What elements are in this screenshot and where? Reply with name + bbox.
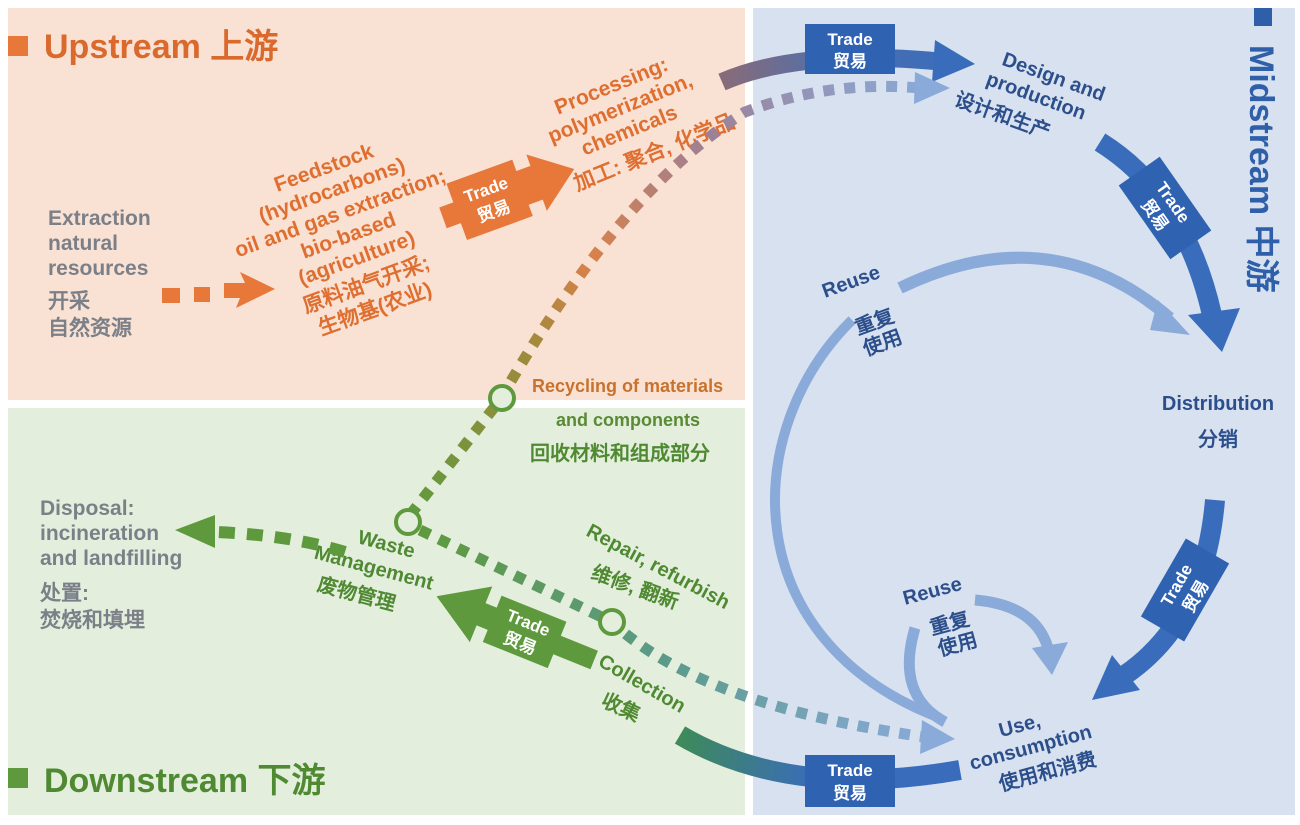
upstream-title: Upstream 上游 xyxy=(44,28,278,66)
trade-arrow-upstream: Trade 贸易 xyxy=(439,154,575,240)
svg-text:and components: and components xyxy=(556,410,700,430)
svg-text:Trade: Trade xyxy=(827,30,872,49)
extraction-dashed-arrow xyxy=(162,272,275,308)
waste-node-icon xyxy=(394,508,422,536)
svg-text:贸易: 贸易 xyxy=(833,51,867,71)
node-disposal: Disposal: incineration and landfilling 处… xyxy=(39,497,182,632)
recycling-node-icon xyxy=(488,384,516,412)
svg-text:resources: resources xyxy=(48,257,148,280)
svg-text:Extraction: Extraction xyxy=(48,207,151,230)
svg-text:Trade: Trade xyxy=(827,761,872,780)
trade-arrow-to-design: Trade 贸易 xyxy=(718,24,975,91)
recycling-dotted-arrow xyxy=(405,72,950,519)
label-recycling: Recycling of materials and components 回收… xyxy=(530,376,723,465)
midstream-marker-icon xyxy=(1254,8,1272,26)
svg-text:贸易: 贸易 xyxy=(833,783,867,803)
reuse-outer-arrows xyxy=(770,251,1190,723)
reuse-inner-arrows xyxy=(903,594,1068,727)
svg-text:回收材料和组成部分: 回收材料和组成部分 xyxy=(530,441,710,465)
svg-text:natural: natural xyxy=(48,232,118,255)
svg-text:自然资源: 自然资源 xyxy=(48,316,132,340)
node-distribution-zh: 分销 xyxy=(1198,427,1238,451)
upstream-marker-icon xyxy=(8,36,28,56)
svg-text:Recycling of materials: Recycling of materials xyxy=(532,376,723,396)
downstream-panel xyxy=(8,408,745,815)
node-distribution-label: Distribution xyxy=(1162,393,1274,415)
svg-text:and landfilling: and landfilling xyxy=(40,547,182,570)
trade-arrow-to-use: Trade 贸易 xyxy=(1092,499,1230,700)
svg-text:处置:: 处置: xyxy=(39,582,89,605)
svg-text:incineration: incineration xyxy=(40,522,159,545)
midstream-panel xyxy=(753,8,1295,815)
trade-arrow-collection-to-use: Trade 贸易 xyxy=(674,726,962,807)
upstream-panel xyxy=(8,8,745,400)
collection-dotted-arrow xyxy=(417,525,955,754)
disposal-dashed-arrow xyxy=(175,515,347,558)
downstream-title: Downstream 下游 xyxy=(44,762,326,800)
svg-text:开采: 开采 xyxy=(48,290,90,313)
svg-text:焚烧和填埋: 焚烧和填埋 xyxy=(40,608,145,632)
svg-text:Disposal:: Disposal: xyxy=(40,497,135,520)
repair-node-icon xyxy=(598,608,626,636)
node-extraction: Extraction natural resources 开采 自然资源 xyxy=(48,207,151,340)
midstream-title: Midstream 中游 xyxy=(1242,45,1280,293)
downstream-marker-icon xyxy=(8,768,28,788)
